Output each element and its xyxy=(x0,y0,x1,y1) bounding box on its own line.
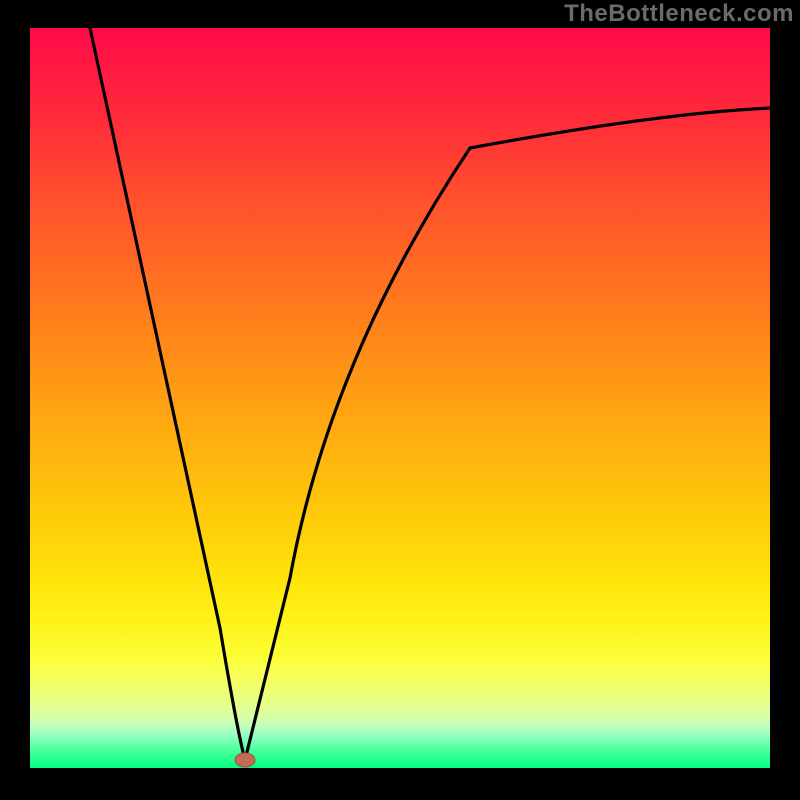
curve-left-branch xyxy=(90,28,245,760)
figure-container: TheBottleneck.com xyxy=(0,0,800,800)
curve-right-branch xyxy=(245,108,770,760)
chart-svg xyxy=(0,0,800,800)
minimum-marker xyxy=(235,753,255,767)
